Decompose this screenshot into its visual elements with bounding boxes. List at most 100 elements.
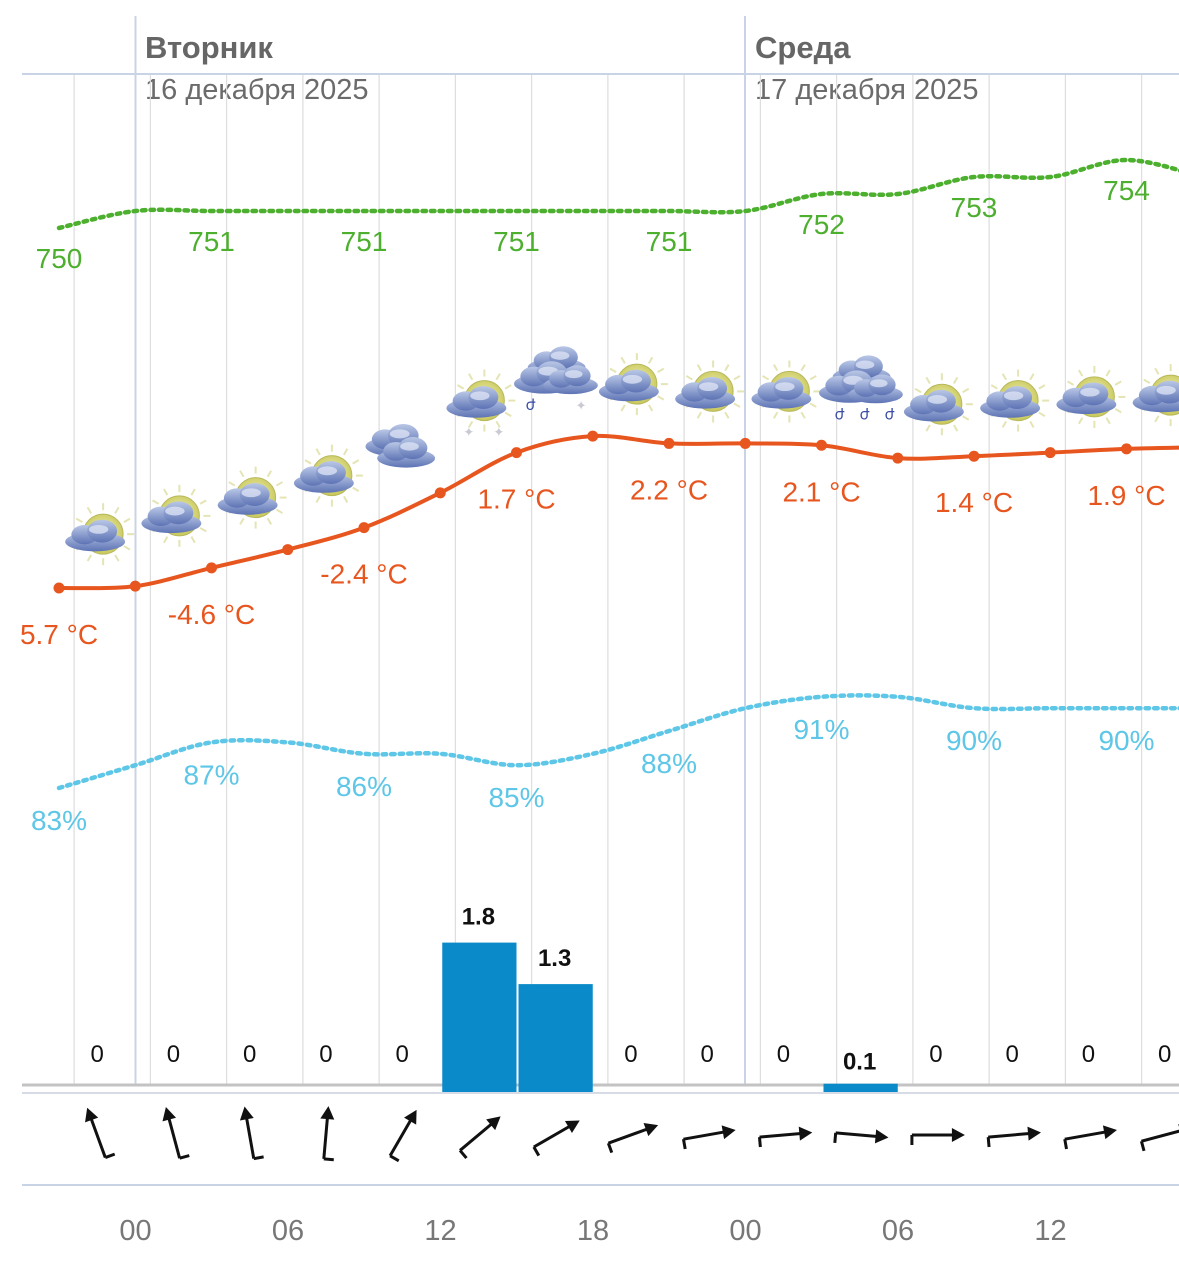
sun-ray	[914, 387, 922, 394]
time-tick-label: 00	[119, 1215, 151, 1247]
partly-cloudy-icon	[141, 484, 211, 547]
wind-head	[564, 1120, 580, 1134]
wind-barb	[757, 1136, 762, 1148]
rain-drop: ժ	[885, 405, 895, 423]
sun-ray	[495, 420, 501, 428]
sun-ray	[114, 554, 120, 562]
wind-arrow	[532, 1120, 580, 1157]
wind-barb	[323, 1157, 334, 1162]
humidity-label: 91%	[793, 714, 849, 745]
sun-ray	[800, 364, 806, 372]
sun-ray	[1029, 373, 1035, 381]
cloud-highlight	[389, 429, 410, 439]
sun-ray	[990, 384, 998, 390]
temperature-label: 1.9 °C	[1087, 480, 1165, 511]
time-tick-label: 12	[1034, 1215, 1066, 1247]
partly-cloudy-icon	[65, 503, 135, 566]
day-name-wednesday: Среда	[755, 30, 851, 65]
sun-ray	[75, 517, 83, 524]
sun-ray	[1105, 369, 1111, 377]
wind-head	[951, 1128, 965, 1142]
precipitation-label: 1.8	[462, 904, 495, 931]
day-date-tuesday: 16 декабря 2025	[145, 74, 369, 106]
precipitation-bar	[518, 984, 593, 1092]
precipitation-bar	[442, 942, 517, 1092]
pressure-series: 750 751 751 751 751 752 753 754	[36, 157, 1179, 274]
wind-arrow	[85, 1107, 116, 1159]
wind-barb	[458, 1149, 468, 1160]
partly-cloudy-snow-icon: ✦ ✦	[446, 369, 516, 441]
partly-cloudy-icon	[217, 466, 287, 529]
sun-ray	[190, 536, 196, 544]
precipitation-label: 0	[90, 1041, 103, 1068]
partly-cloudy-icon	[293, 444, 363, 507]
wind-arrow	[1063, 1125, 1117, 1150]
wind-head	[239, 1106, 254, 1121]
wind-barb	[1139, 1140, 1146, 1152]
wind-head	[1027, 1126, 1041, 1141]
cloud-highlight	[565, 370, 583, 379]
precipitation-bars: 0 0 0 0 0 1.8 1.3 0 0 0 0.1 0 0 0 0	[90, 904, 1171, 1092]
sun-ray	[1001, 373, 1007, 381]
precipitation-label: 0	[624, 1041, 637, 1068]
sun-ray	[773, 411, 779, 419]
humidity-series: 83% 87% 86% 85% 88% 91% 90% 90%	[31, 693, 1179, 836]
sun-ray	[199, 499, 207, 505]
snow-flake: ✦	[463, 426, 474, 441]
pressure-label: 753	[951, 192, 998, 223]
sun-ray	[953, 424, 959, 432]
temperature-point	[282, 544, 294, 556]
sun-ray	[114, 506, 120, 514]
sun-ray	[685, 375, 693, 381]
wind-arrow	[986, 1126, 1041, 1148]
temperature-label: -2.4 °C	[320, 559, 407, 590]
cloud-highlight	[927, 395, 948, 404]
sun-ray	[1078, 369, 1084, 377]
sun-ray	[809, 402, 817, 408]
wind-head	[643, 1122, 659, 1137]
pressure-label: 754	[1103, 175, 1150, 206]
precipitation-label: 0	[777, 1041, 790, 1068]
sun-ray	[266, 517, 272, 525]
precipitation-label: 1.3	[538, 945, 571, 972]
pressure-label: 751	[646, 226, 693, 257]
sun-ray	[1154, 367, 1160, 375]
humidity-label: 90%	[1098, 725, 1154, 756]
wind-arrow	[757, 1126, 813, 1148]
sun-ray	[1038, 384, 1046, 390]
temperature-point	[511, 447, 522, 459]
temperature-point	[206, 562, 217, 574]
pressure-label: 751	[188, 226, 235, 257]
cloud-highlight	[698, 382, 719, 392]
wind-barb	[833, 1132, 838, 1144]
rain-drop: ժ	[860, 405, 870, 423]
wind-barb	[986, 1136, 991, 1148]
sun-ray	[1038, 411, 1046, 417]
sun-ray	[504, 384, 512, 390]
pressure-line	[56, 157, 1179, 231]
temperature-label: 5.7 °C	[20, 619, 98, 650]
sun-ray	[1001, 420, 1007, 428]
cloud-highlight	[317, 466, 338, 476]
temperature-label: -4.6 °C	[168, 599, 255, 630]
humidity-label: 90%	[946, 725, 1002, 756]
temperature-point	[816, 439, 827, 451]
sun-ray	[657, 367, 665, 373]
sun-ray	[468, 373, 474, 381]
humidity-label: 85%	[488, 782, 544, 813]
wind-shaft	[322, 1112, 330, 1160]
temperature-point	[53, 582, 65, 594]
wind-shaft	[607, 1126, 653, 1145]
rain-drop: ժ	[835, 405, 845, 423]
sun-ray	[315, 448, 321, 456]
temperature-label: 1.4 °C	[935, 487, 1013, 518]
precipitation-label: 0	[1005, 1041, 1018, 1068]
wind-arrow	[606, 1122, 659, 1154]
wind-barb	[606, 1142, 614, 1154]
precipitation-label: 0	[167, 1041, 180, 1068]
wind-head	[85, 1107, 99, 1123]
pressure-label: 751	[493, 226, 540, 257]
temperature-series: 5.7 °C -4.6 °C -2.4 °C 1.7 °C 2.2 °C 2.1 °C 1.…	[20, 430, 1179, 650]
temperature-point	[968, 450, 980, 462]
sun-ray	[1029, 420, 1035, 428]
